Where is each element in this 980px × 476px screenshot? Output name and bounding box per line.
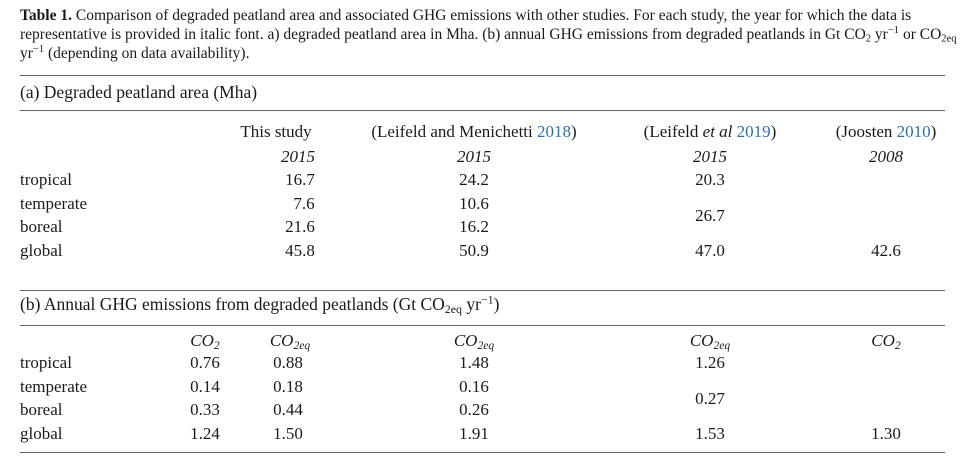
caption-superscript: −1 <box>32 44 45 56</box>
table-cell: 20.3 <box>695 170 725 189</box>
citation-link[interactable]: 2010 <box>896 122 931 141</box>
citation-link[interactable]: 2018 <box>537 122 572 141</box>
table-caption: Table 1. Comparison of degraded peatland… <box>20 6 960 63</box>
row-label: tropical <box>20 353 72 372</box>
caption-text: yr <box>20 45 33 62</box>
header-leifeld-2019: (Leifeld et al 2019) <box>643 122 777 141</box>
section-b-title: (b) Annual GHG emissions from degraded p… <box>20 292 500 316</box>
citation-link[interactable]: 2019 <box>736 122 771 141</box>
header-co2eq: CO2eq <box>689 331 731 352</box>
table-cell: 1.50 <box>273 424 303 443</box>
table-cell: 50.9 <box>459 241 489 260</box>
table-cell-merged: 0.27 <box>695 389 725 408</box>
table-cell: 16.7 <box>285 170 315 189</box>
table-cell: 1.30 <box>871 424 901 443</box>
year-joosten: 2008 <box>869 147 903 166</box>
table-cell: 0.44 <box>273 400 303 419</box>
section-b-rule <box>20 325 945 326</box>
caption-text: yr <box>871 26 888 43</box>
header-this-study: This study <box>240 122 312 141</box>
row-label: boreal <box>20 217 63 236</box>
year-leifeld-2019: 2015 <box>693 147 727 166</box>
table-cell: 21.6 <box>285 217 315 236</box>
header-co2eq: CO2eq <box>453 331 495 352</box>
table-cell: 0.16 <box>459 377 489 396</box>
caption-label: Table 1. <box>20 7 72 24</box>
caption-text: or CO <box>899 26 942 43</box>
row-label: global <box>20 424 63 443</box>
year-leifeld-2018: 2015 <box>457 147 491 166</box>
section-a-rule <box>20 110 945 111</box>
caption-superscript: −1 <box>887 25 900 37</box>
section-a-title: (a) Degraded peatland area (Mha) <box>20 82 258 102</box>
row-label: temperate <box>20 194 88 213</box>
table-cell: 1.91 <box>459 424 489 443</box>
table-cell: 1.26 <box>695 353 725 372</box>
table-cell: 0.88 <box>273 353 303 372</box>
row-label: tropical <box>20 170 72 189</box>
year-this-study: 2015 <box>281 147 315 166</box>
table-cell: 42.6 <box>871 241 901 260</box>
caption-text: Comparison of degraded peatland area and… <box>20 7 912 43</box>
table-cell: 7.6 <box>293 194 315 213</box>
caption-subscript: 2 <box>865 33 872 45</box>
row-label: boreal <box>20 400 63 419</box>
table-cell: 1.48 <box>459 353 489 372</box>
table-cell: 0.76 <box>190 353 220 372</box>
table-cell: 1.24 <box>190 424 220 443</box>
bottom-rule <box>20 452 945 453</box>
header-co2: CO2 <box>871 331 901 352</box>
table-cell: 0.14 <box>190 377 220 396</box>
caption-text: (depending on data availability). <box>44 45 250 62</box>
section-b-top-rule <box>20 290 945 291</box>
table-cell: 0.18 <box>273 377 303 396</box>
table-cell: 0.26 <box>459 400 489 419</box>
row-label: temperate <box>20 377 88 396</box>
table-cell: 24.2 <box>459 170 489 189</box>
table-cell: 0.33 <box>190 400 220 419</box>
table-cell-merged: 26.7 <box>695 206 725 225</box>
header-co2: CO2 <box>190 331 220 352</box>
header-joosten-2010: (Joosten 2010) <box>835 122 937 141</box>
caption-subscript: 2eq <box>941 33 957 45</box>
table-cell: 16.2 <box>459 217 489 236</box>
table-cell: 1.53 <box>695 424 725 443</box>
row-label: global <box>20 241 63 260</box>
table-cell: 47.0 <box>695 241 725 260</box>
top-rule <box>20 75 945 76</box>
header-co2eq: CO2eq <box>269 331 311 352</box>
table-cell: 10.6 <box>459 194 489 213</box>
table-cell: 45.8 <box>285 241 315 260</box>
header-leifeld-2018: (Leifeld and Menichetti 2018) <box>371 122 577 141</box>
